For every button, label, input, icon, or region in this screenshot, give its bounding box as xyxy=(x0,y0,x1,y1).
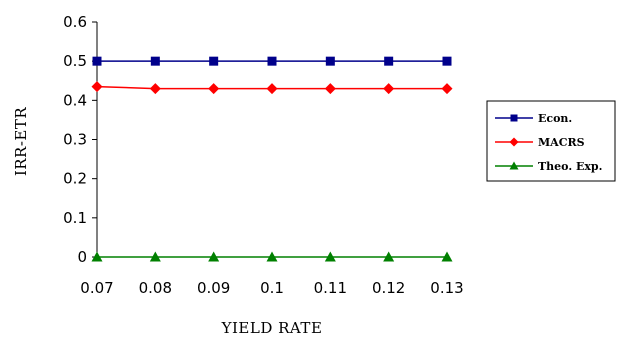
data-point xyxy=(149,251,161,262)
data-point xyxy=(209,56,219,66)
series-square xyxy=(92,56,452,66)
series-diamond xyxy=(91,81,453,95)
data-point xyxy=(208,251,220,262)
y-tick-label: 0.4 xyxy=(63,91,87,109)
x-tick-label: 0.1 xyxy=(260,279,284,297)
legend-box xyxy=(486,100,616,182)
x-axis-title: YIELD RATE xyxy=(221,319,323,337)
data-point xyxy=(149,83,161,95)
y-axis: 0 0.1 0.2 0.3 0.4 0.5 0.6 xyxy=(63,13,98,266)
legend-label: Econ. xyxy=(538,112,572,125)
data-point xyxy=(150,56,160,66)
legend-item: Theo. Exp. xyxy=(495,160,602,173)
data-point xyxy=(266,251,278,262)
legend-label: MACRS xyxy=(538,136,585,149)
y-axis-title: IRR-ETR xyxy=(12,107,30,177)
data-point xyxy=(266,83,278,95)
data-point xyxy=(441,83,453,95)
legend-marker xyxy=(509,137,519,147)
legend-marker xyxy=(509,161,519,170)
data-point xyxy=(442,56,452,66)
data-point xyxy=(383,83,395,95)
x-axis: 0.07 0.08 0.09 0.1 0.11 0.12 0.13 xyxy=(80,256,464,297)
y-tick-label: 0.2 xyxy=(63,170,87,188)
series-layer xyxy=(91,56,453,262)
y-tick-label: 0.1 xyxy=(63,209,87,227)
x-tick-label: 0.08 xyxy=(139,279,172,297)
x-tick-label: 0.11 xyxy=(314,279,347,297)
data-point xyxy=(383,251,395,262)
data-point xyxy=(267,56,277,66)
data-point xyxy=(441,251,453,262)
data-point xyxy=(92,56,102,66)
x-tick-label: 0.13 xyxy=(430,279,463,297)
data-point xyxy=(91,81,103,93)
legend-label: Theo. Exp. xyxy=(538,160,602,173)
data-point xyxy=(91,251,103,262)
y-tick-label: 0.6 xyxy=(63,13,87,31)
y-tick-label: 0 xyxy=(77,248,87,266)
data-point xyxy=(324,83,336,95)
legend-item: Econ. xyxy=(495,112,572,125)
series-triangle xyxy=(91,251,453,262)
data-point xyxy=(324,251,336,262)
x-tick-label: 0.07 xyxy=(80,279,113,297)
legend-item: MACRS xyxy=(495,136,585,149)
legend-marker xyxy=(510,114,518,122)
x-tick-label: 0.09 xyxy=(197,279,230,297)
data-point xyxy=(384,56,394,66)
legend: Econ. MACRS Theo. Exp. xyxy=(486,100,616,182)
data-point xyxy=(208,83,220,95)
data-point xyxy=(325,56,335,66)
y-tick-label: 0.5 xyxy=(63,52,87,70)
y-tick-label: 0.3 xyxy=(63,131,87,149)
x-tick-label: 0.12 xyxy=(372,279,405,297)
